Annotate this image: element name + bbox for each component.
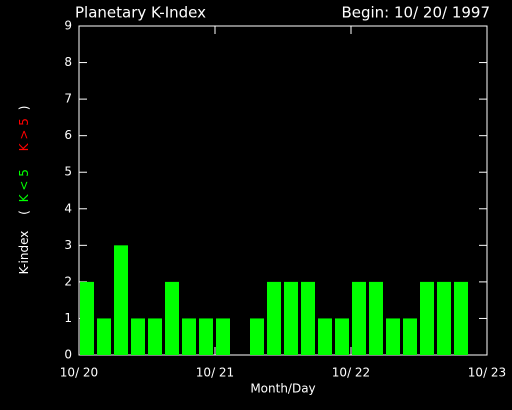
y-tick-label: 8	[64, 55, 72, 69]
bar	[420, 281, 434, 355]
bar	[386, 318, 400, 355]
y-tick-label: 0	[64, 348, 72, 362]
y-tick-label: 4	[64, 201, 72, 215]
bar	[80, 281, 94, 355]
bar	[318, 318, 332, 355]
legend-bracket: (	[17, 210, 31, 215]
y-axis-title: K-index	[17, 231, 31, 275]
x-axis-label: Month/Day	[250, 382, 315, 396]
bar	[131, 318, 145, 355]
bar	[369, 281, 383, 355]
bar	[335, 318, 349, 355]
y-tick-label: 9	[64, 19, 72, 33]
x-tick-label: 10/ 21	[196, 366, 234, 380]
x-tick-label: 10/ 22	[332, 366, 370, 380]
y-axis-label: K-index ( K < 5 K > 5 )	[17, 106, 31, 275]
bar	[454, 281, 468, 355]
bar	[182, 318, 196, 355]
y-tick-label: 5	[64, 165, 72, 179]
bar	[199, 318, 213, 355]
y-tick-label: 7	[64, 92, 72, 106]
bar	[284, 281, 298, 355]
y-tick-label: 3	[64, 238, 72, 252]
x-tick-label: 10/ 23	[468, 366, 506, 380]
legend-bracket: )	[17, 106, 31, 111]
bar	[403, 318, 417, 355]
bar	[148, 318, 162, 355]
bar	[250, 318, 264, 355]
legend-entry: K < 5	[17, 169, 31, 202]
plot-frame	[78, 25, 488, 356]
bar	[114, 245, 128, 355]
bar	[352, 281, 366, 355]
x-tick-label: 10/ 20	[60, 366, 98, 380]
legend-entry: K > 5	[17, 118, 31, 151]
chart-title: Planetary K-Index	[75, 4, 206, 22]
chart-subtitle: Begin: 10/ 20/ 1997	[341, 4, 490, 22]
bar	[216, 318, 230, 355]
y-tick-label: 6	[64, 128, 72, 142]
bar	[301, 281, 315, 355]
bar	[165, 281, 179, 355]
bar	[97, 318, 111, 355]
bar	[267, 281, 281, 355]
y-tick-label: 1	[64, 311, 72, 325]
y-tick-label: 2	[64, 274, 72, 288]
bar	[437, 281, 451, 355]
